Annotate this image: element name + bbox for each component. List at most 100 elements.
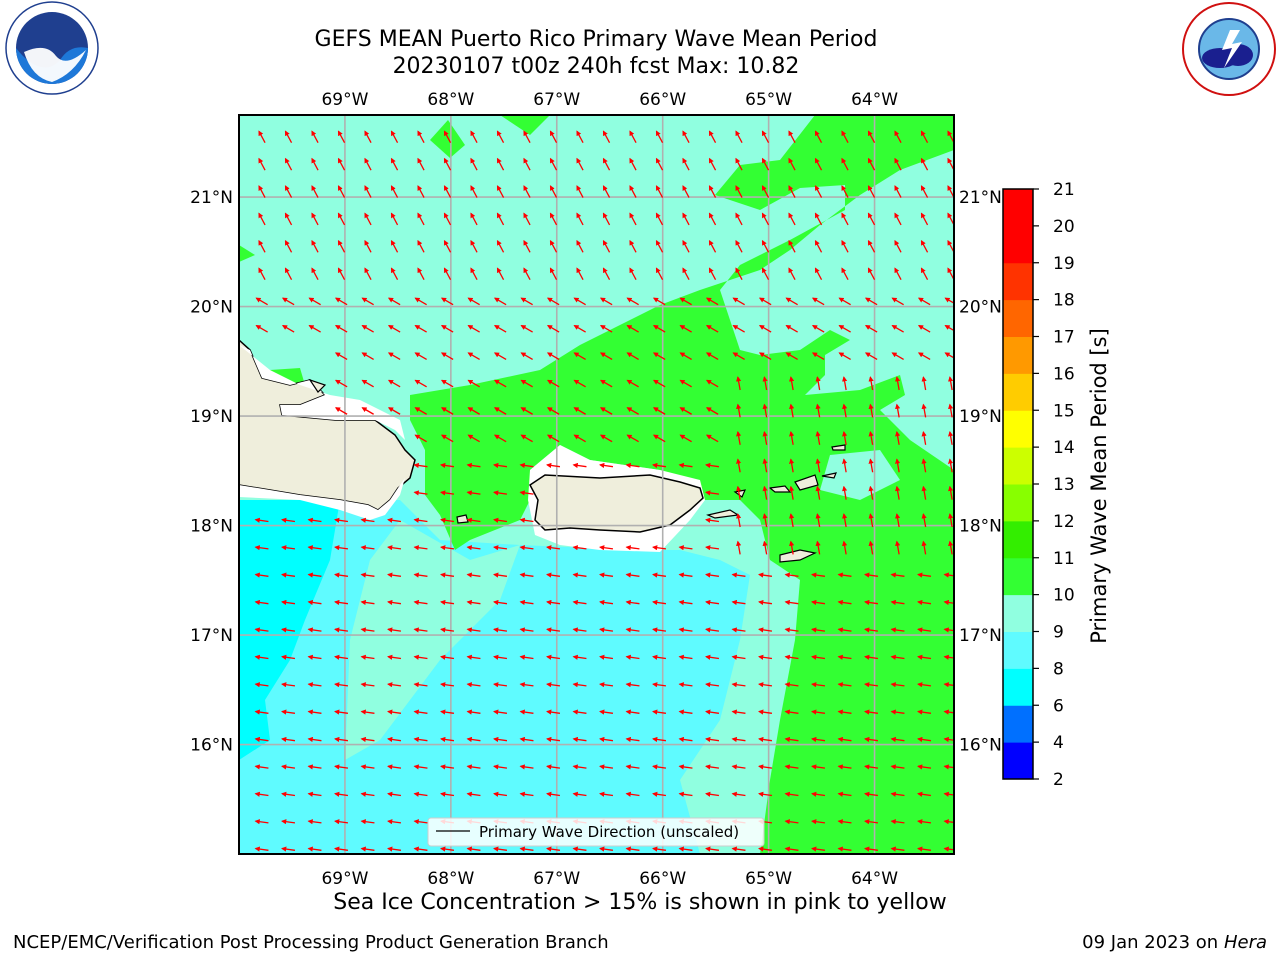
wave-arrow	[921, 458, 927, 473]
wave-arrow	[891, 297, 904, 306]
wave-arrow	[466, 654, 481, 660]
wave-arrow	[841, 267, 849, 281]
wave-arrow	[735, 267, 743, 281]
wave-arrow	[519, 545, 534, 551]
wave-arrow	[572, 791, 587, 797]
wave-arrow	[493, 462, 508, 469]
wave-arrow	[736, 458, 742, 473]
wave-arrow	[467, 324, 480, 333]
wave-arrow	[519, 736, 534, 743]
wave-arrow	[254, 545, 269, 551]
wave-arrow	[390, 157, 399, 171]
wave-arrow	[731, 736, 746, 743]
wave-arrow	[387, 599, 402, 606]
wave-arrow	[864, 599, 879, 606]
wave-arrow	[440, 352, 454, 361]
wave-arrow	[678, 846, 693, 852]
wave-arrow	[440, 654, 455, 660]
wave-arrow	[921, 513, 927, 528]
noaa-logo	[5, 1, 99, 95]
wave-arrow	[599, 352, 613, 361]
island-turks	[308, 378, 327, 393]
wave-arrow	[337, 130, 346, 144]
wave-arrow	[413, 517, 428, 523]
wave-arrow	[761, 267, 770, 281]
wave-arrow	[440, 324, 454, 333]
wave-arrow	[546, 434, 560, 443]
wave-arrow	[864, 654, 879, 660]
wave-arrow	[811, 709, 826, 715]
colorbar-tick-label: 2	[1053, 770, 1064, 790]
wave-arrow	[731, 599, 746, 606]
wave-arrow	[625, 791, 640, 797]
wave-arrow	[891, 352, 904, 361]
wave-arrow	[470, 157, 478, 171]
wave-arrow	[254, 819, 269, 825]
wave-arrow	[387, 846, 402, 852]
wave-arrow	[311, 185, 319, 198]
wave-arrow	[414, 324, 427, 333]
wave-arrow	[307, 846, 322, 852]
wave-arrow	[758, 709, 773, 715]
wave-arrow	[814, 185, 823, 198]
wave-arrow	[735, 157, 743, 171]
wave-arrow	[652, 324, 666, 333]
wave-arrow	[493, 709, 508, 715]
wave-arrow	[890, 791, 905, 797]
wave-arrow	[255, 324, 268, 333]
wave-arrow	[948, 458, 954, 473]
island-virgin-2	[794, 474, 819, 491]
wave-arrow	[572, 846, 587, 852]
wave-arrow	[361, 407, 374, 415]
wave-arrow	[867, 130, 876, 144]
wave-arrow	[334, 352, 348, 361]
wave-arrow	[652, 627, 667, 633]
wave-arrow	[761, 212, 770, 226]
wave-arrow	[519, 490, 534, 496]
wave-arrow	[334, 407, 348, 415]
wave-arrow	[943, 572, 954, 578]
wave-arrow	[572, 736, 587, 743]
wave-arrow	[364, 212, 372, 226]
wave-arrow	[838, 352, 851, 361]
wave-arrow	[387, 407, 401, 415]
colorbar-segment	[1003, 189, 1033, 227]
wave-arrow	[520, 352, 533, 361]
colorbar-segment	[1003, 336, 1033, 374]
wave-arrow	[841, 239, 849, 253]
wave-arrow	[625, 682, 640, 688]
wave-arrow	[546, 627, 561, 633]
wave-arrow	[467, 352, 480, 361]
wave-arrow	[440, 379, 454, 388]
wave-arrow	[307, 709, 322, 715]
wave-arrow	[705, 462, 720, 469]
wave-arrow	[943, 709, 954, 715]
wave-arrow	[364, 157, 372, 171]
wave-arrow	[440, 297, 454, 306]
wave-arrow	[708, 212, 717, 226]
wave-arrow	[417, 157, 425, 171]
wave-arrow	[943, 846, 954, 852]
wave-arrow	[890, 709, 905, 715]
wave-arrow	[944, 297, 954, 304]
wave-arrow	[837, 599, 852, 606]
wave-arrow	[470, 267, 478, 281]
wave-arrow	[652, 736, 667, 743]
wave-arrow	[546, 352, 560, 361]
wave-arrow	[440, 407, 454, 415]
wave-arrow	[467, 379, 480, 388]
wave-arrow	[334, 682, 349, 688]
wave-arrow	[546, 709, 561, 715]
wave-arrow	[308, 297, 321, 306]
wave-arrow	[413, 654, 428, 660]
wave-arrow	[519, 709, 534, 715]
wave-arrow	[443, 130, 452, 144]
wave-arrow	[762, 376, 768, 391]
wave-arrow	[599, 627, 614, 633]
wave-arrow	[572, 599, 587, 606]
wave-arrow	[894, 157, 902, 171]
wave-arrow	[254, 846, 269, 852]
wave-arrow	[815, 485, 821, 500]
wave-arrow	[864, 846, 879, 852]
wave-arrow	[868, 513, 874, 528]
